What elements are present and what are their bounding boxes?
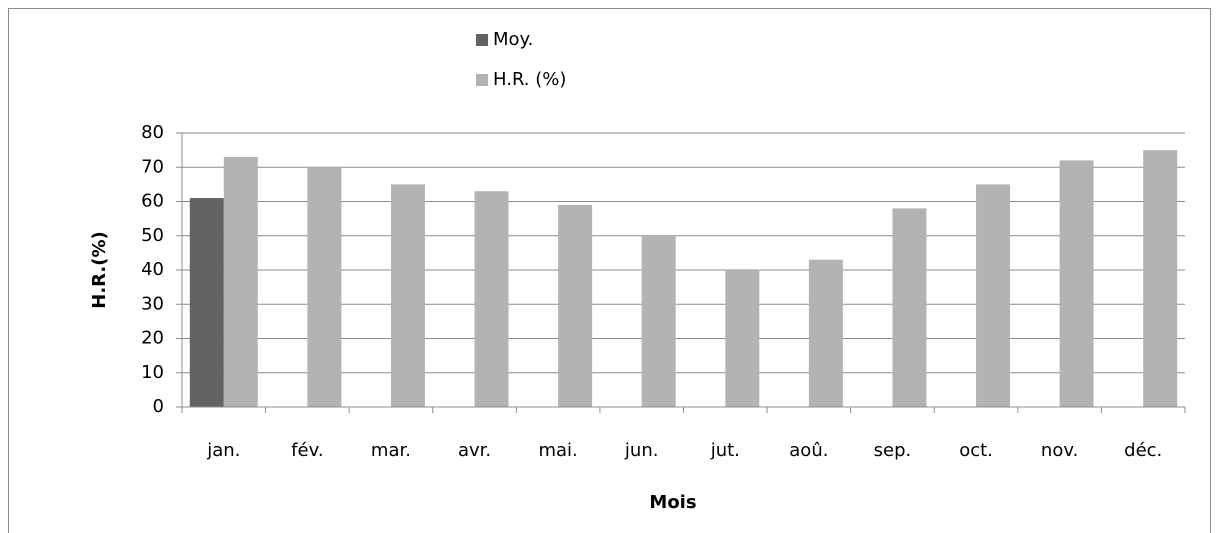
y-tick-label: 70 xyxy=(141,156,164,177)
y-axis-label: H.R.(%) xyxy=(89,231,110,308)
x-tick-label: jut. xyxy=(710,440,740,461)
y-tick-label: 40 xyxy=(141,259,164,280)
y-tick-label: 60 xyxy=(141,191,164,212)
bar xyxy=(1143,150,1178,407)
x-axis-label: Mois xyxy=(649,492,696,513)
bar xyxy=(1059,160,1094,407)
legend-swatch xyxy=(476,74,488,86)
y-tick-label: 50 xyxy=(141,225,164,246)
bar xyxy=(223,156,258,407)
x-tick-label: mar. xyxy=(371,440,411,461)
x-tick-label: fév. xyxy=(291,440,323,461)
x-tick-label: sep. xyxy=(874,440,912,461)
bar xyxy=(474,191,509,407)
bar xyxy=(641,235,676,407)
legend-swatch xyxy=(476,34,488,46)
legend-label: H.R. (%) xyxy=(493,69,566,90)
x-tick-label: jun. xyxy=(624,440,659,461)
x-tick-label: oct. xyxy=(959,440,993,461)
bar xyxy=(189,198,224,407)
bar xyxy=(808,259,843,407)
y-tick-label: 10 xyxy=(141,362,164,383)
x-tick-label: mai. xyxy=(538,440,577,461)
bar xyxy=(558,204,593,407)
y-tick-label: 80 xyxy=(141,122,164,143)
bar xyxy=(390,184,425,407)
x-tick-label: avr. xyxy=(458,440,491,461)
x-tick-label: jan. xyxy=(206,440,240,461)
bar xyxy=(976,184,1011,407)
y-tick-label: 0 xyxy=(153,396,164,417)
bar xyxy=(725,270,760,407)
legend-label: Moy. xyxy=(493,29,533,50)
y-tick-label: 20 xyxy=(141,328,164,349)
y-tick-label: 30 xyxy=(141,293,164,314)
bar xyxy=(307,167,342,407)
x-tick-label: déc. xyxy=(1124,440,1162,461)
x-tick-label: aoû. xyxy=(789,440,828,461)
bar xyxy=(892,208,927,407)
x-tick-label: nov. xyxy=(1041,440,1078,461)
chart-frame xyxy=(8,8,1211,533)
